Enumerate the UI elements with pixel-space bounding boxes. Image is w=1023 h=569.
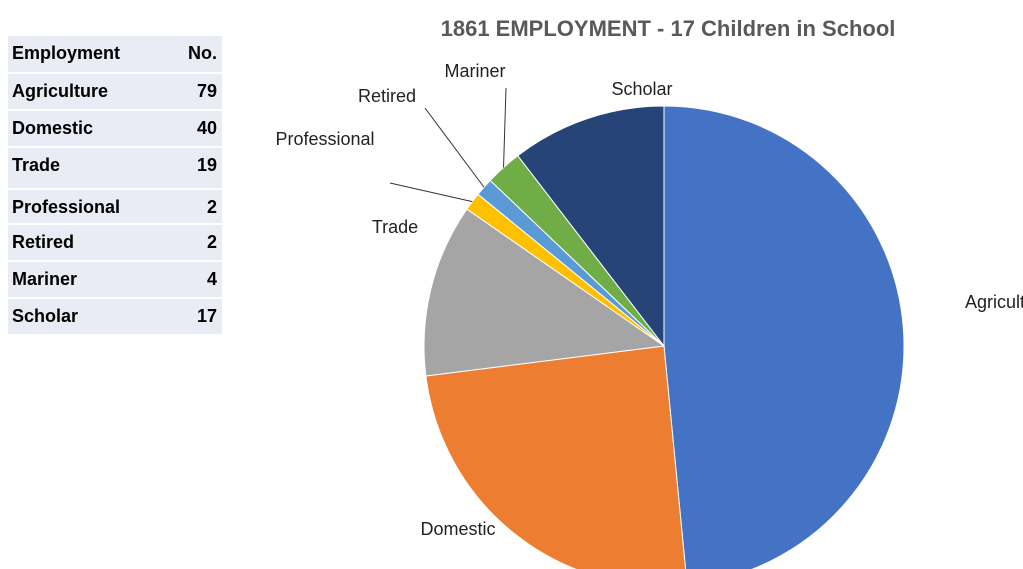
table-cell: 79 [197,81,217,101]
column-header: No. [188,43,217,63]
table-cell: Mariner [12,269,77,289]
table-background [8,36,222,334]
slice-label: Agriculture [965,292,1023,312]
slice-label: Trade [372,217,418,237]
table-cell: Agriculture [12,81,108,101]
slice-label: Professional [275,129,374,149]
pie-slice [663,105,905,569]
column-header: Employment [12,43,120,63]
pie-slice [423,208,666,377]
table-cell: 19 [197,155,217,175]
leader-line [389,182,473,203]
table-cell: 17 [197,306,217,326]
table-cell: Professional [12,197,120,217]
pie-slice [425,345,687,569]
slice-label: Mariner [444,61,505,81]
table: Employment No. Agriculture 79 Domestic 40 Tr… [8,36,222,334]
pie-slice [517,105,665,348]
table-cell: 2 [207,197,217,217]
chart-title: 1861 EMPLOYMENT - 17 Children in School [441,16,896,41]
table-cell: Scholar [12,306,78,326]
leader-line [503,87,507,168]
table-cell: Domestic [12,118,93,138]
leader-line [424,107,485,188]
table-cell: Trade [12,155,60,175]
slice-label: Domestic [420,519,495,539]
slice-label: Retired [358,86,416,106]
table-cell: 2 [207,232,217,252]
table-cell: Retired [12,232,74,252]
table-cell: 4 [207,269,217,289]
slice-label: Scholar [611,79,672,99]
table-cell: 40 [197,118,217,138]
